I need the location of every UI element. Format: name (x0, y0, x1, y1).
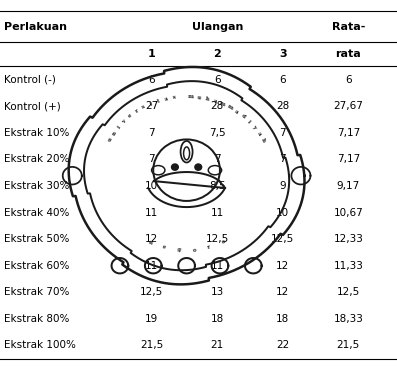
Text: 27,67: 27,67 (333, 101, 363, 111)
Text: s: s (172, 95, 176, 100)
Text: 11,33: 11,33 (333, 261, 363, 271)
Text: 28: 28 (276, 101, 289, 111)
Text: Kontrol (+): Kontrol (+) (4, 101, 61, 111)
Text: u: u (197, 95, 201, 100)
Text: 11: 11 (145, 208, 158, 217)
Text: 3: 3 (279, 49, 287, 59)
Text: 6: 6 (148, 75, 155, 85)
Text: rata: rata (335, 49, 361, 59)
Text: 18: 18 (276, 314, 289, 324)
Text: g: g (177, 247, 181, 253)
Text: Rata-: Rata- (331, 22, 365, 32)
Text: i: i (246, 119, 251, 124)
Text: a: a (212, 98, 217, 104)
Circle shape (172, 164, 178, 170)
Text: 6: 6 (345, 75, 352, 85)
Text: 7,17: 7,17 (337, 128, 360, 138)
Text: o: o (221, 239, 226, 245)
Text: 12: 12 (276, 261, 289, 271)
Text: 12,5: 12,5 (140, 287, 164, 297)
Text: m: m (226, 104, 233, 111)
Text: a: a (256, 130, 262, 136)
Text: Ekstrak 20%: Ekstrak 20% (4, 154, 69, 164)
Text: s: s (141, 104, 146, 110)
Text: 18: 18 (211, 314, 224, 324)
Text: 12: 12 (145, 234, 158, 244)
Text: 22: 22 (276, 340, 289, 350)
Text: Ekstrak 40%: Ekstrak 40% (4, 208, 69, 217)
Text: 9: 9 (279, 181, 286, 191)
Text: 27: 27 (145, 101, 158, 111)
Text: 7: 7 (279, 154, 286, 164)
Text: o: o (192, 247, 196, 253)
Text: Ekstrak 80%: Ekstrak 80% (4, 314, 69, 324)
Text: a: a (164, 96, 169, 102)
Text: e: e (162, 244, 166, 250)
Text: 7: 7 (279, 128, 286, 138)
Text: 7,17: 7,17 (337, 154, 360, 164)
Text: 18,33: 18,33 (333, 314, 363, 324)
Text: d: d (240, 113, 246, 119)
Text: Ekstrak 50%: Ekstrak 50% (4, 234, 69, 244)
Text: 12,33: 12,33 (333, 234, 363, 244)
Circle shape (195, 164, 202, 170)
Text: 12,5: 12,5 (206, 234, 229, 244)
Text: 8,5: 8,5 (209, 181, 225, 191)
Text: u: u (107, 137, 113, 143)
Text: 13: 13 (211, 287, 224, 297)
Text: n: n (147, 239, 153, 245)
Text: 21,5: 21,5 (337, 340, 360, 350)
Text: 12,5: 12,5 (271, 234, 295, 244)
Text: 12: 12 (276, 287, 289, 297)
Text: 28: 28 (211, 101, 224, 111)
Text: 21,5: 21,5 (140, 340, 164, 350)
Text: 7,5: 7,5 (209, 128, 225, 138)
Text: a: a (233, 108, 239, 115)
Text: Ekstrak 10%: Ekstrak 10% (4, 128, 69, 138)
Text: 9,17: 9,17 (337, 181, 360, 191)
Text: 11: 11 (145, 261, 158, 271)
Text: e: e (127, 113, 133, 119)
Text: 10: 10 (145, 181, 158, 191)
Text: 12,5: 12,5 (337, 287, 360, 297)
Text: Perlakuan: Perlakuan (4, 22, 67, 32)
Text: 11: 11 (211, 261, 224, 271)
Text: Ekstrak 70%: Ekstrak 70% (4, 287, 69, 297)
Text: m: m (219, 100, 226, 107)
Text: 7: 7 (148, 154, 155, 164)
Text: 1: 1 (148, 49, 156, 59)
Text: 21: 21 (211, 340, 224, 350)
Text: r: r (134, 108, 139, 114)
Text: 2: 2 (214, 49, 221, 59)
Text: 10: 10 (276, 208, 289, 217)
Text: v: v (121, 119, 127, 124)
Text: 6: 6 (214, 75, 221, 85)
Text: Kontrol (-): Kontrol (-) (4, 75, 56, 85)
Text: h: h (260, 137, 266, 143)
Text: n: n (111, 130, 118, 136)
Text: Ulangan: Ulangan (192, 22, 243, 32)
Text: 11: 11 (211, 208, 224, 217)
Text: 7: 7 (148, 128, 155, 138)
Text: y: y (251, 124, 257, 130)
Text: t: t (156, 98, 160, 104)
Text: i: i (116, 125, 121, 130)
Text: Ekstrak 100%: Ekstrak 100% (4, 340, 76, 350)
Text: 19: 19 (145, 314, 158, 324)
Text: Ekstrak 30%: Ekstrak 30% (4, 181, 69, 191)
Text: m: m (188, 94, 194, 99)
Text: h: h (204, 96, 210, 102)
Text: 10,67: 10,67 (333, 208, 363, 217)
Text: r: r (207, 244, 211, 250)
Text: i: i (149, 101, 153, 107)
Text: 6: 6 (279, 75, 286, 85)
Text: Ekstrak 60%: Ekstrak 60% (4, 261, 69, 271)
Text: 7: 7 (214, 154, 221, 164)
